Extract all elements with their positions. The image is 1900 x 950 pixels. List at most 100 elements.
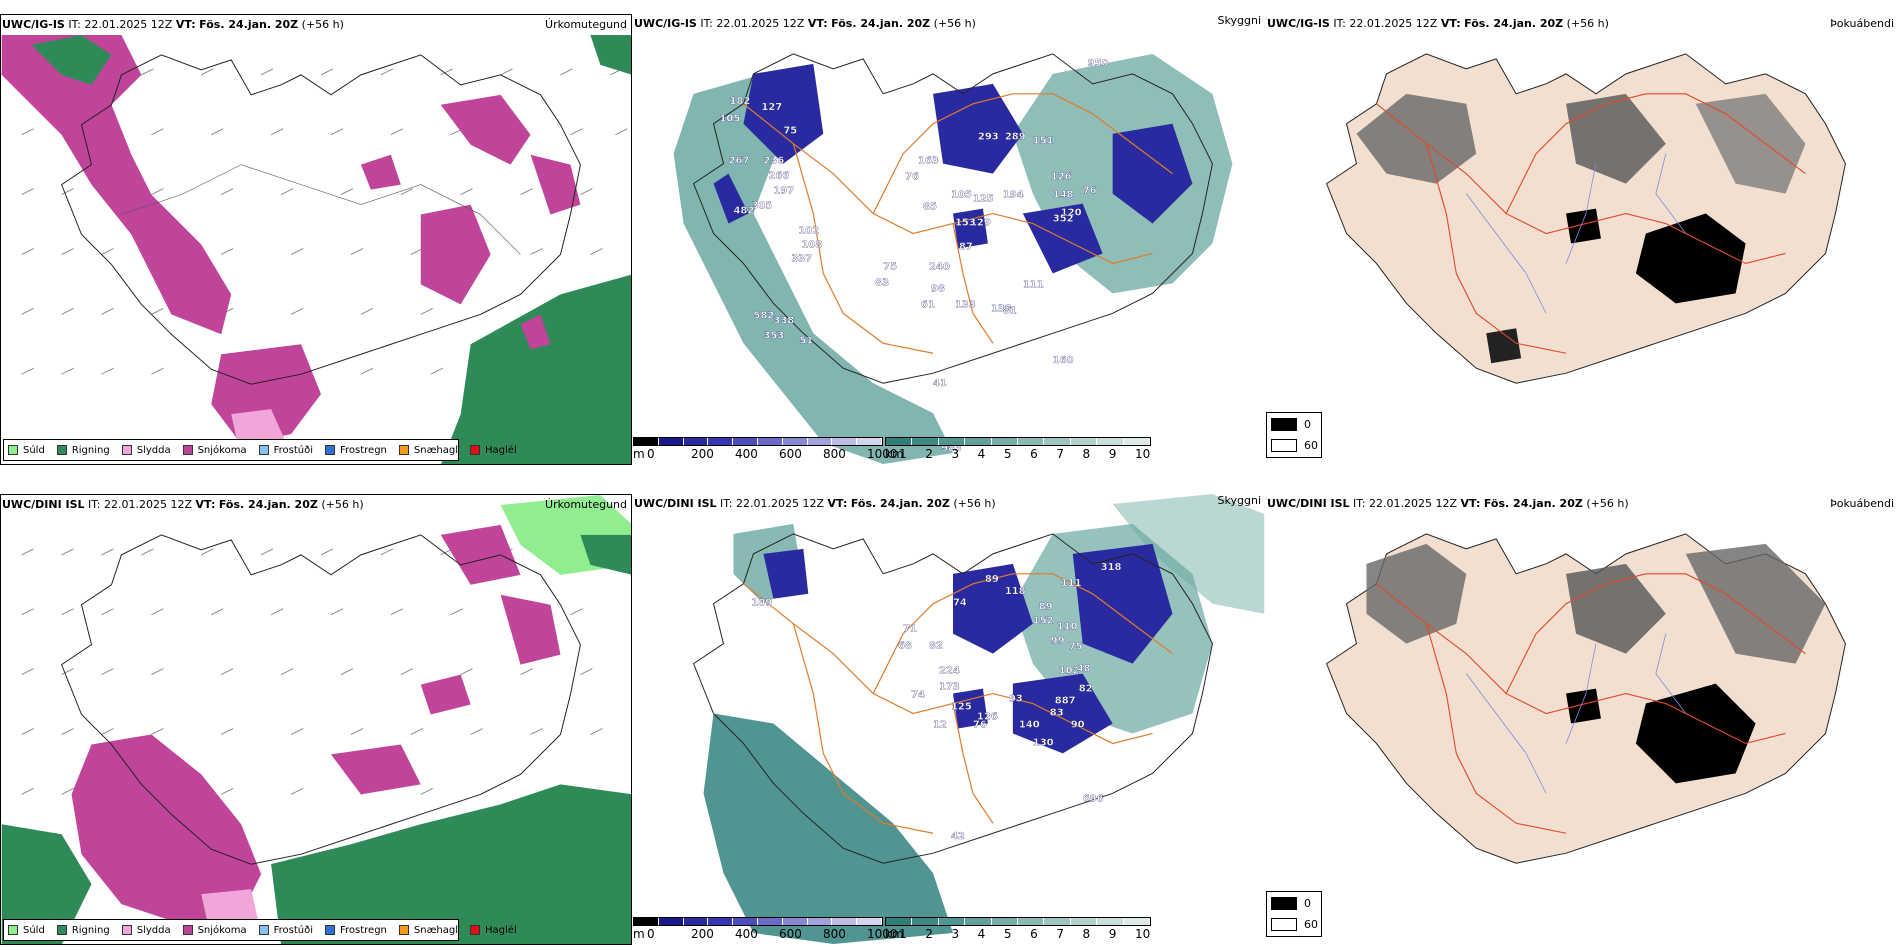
visibility-map [633,14,1265,464]
legend-item: Súld [8,925,45,936]
river-network [1465,153,1687,314]
legend-swatch [258,445,269,455]
legend-swatch [398,445,409,455]
road-network [743,573,1173,834]
colorbar-tick: 2 [925,447,933,461]
legend-item: Haglél [470,925,517,936]
colorbar-unit: m [633,927,645,941]
colorbar-segment [938,438,966,445]
visibility-km-colorbar: km 1 2 3 4 5 6 7 8 9 10 [885,917,1151,941]
panel-title: Þokuábendi [1830,497,1894,510]
colorbar-tick: 2 [925,927,933,941]
legend-swatch [121,445,132,455]
legend-swatch [325,445,335,455]
colorbar-tick: 400 [735,447,758,461]
panel-header: UWC/DINI ISL IT: 22.01.2025 12Z VT: Fös.… [2,498,364,511]
panel-title: Skyggni [1217,494,1261,507]
visibility-map [633,494,1265,944]
legend-item: Slydda [121,445,171,456]
colorbar-segment [1097,918,1124,925]
colorbar-tick: 6 [1030,447,1038,461]
legend-item: Haglél [470,445,517,456]
legend-swatch [470,445,481,455]
colorbar-tick: 1000 [867,927,898,941]
panel-header: UWC/IG-IS IT: 22.01.2025 12Z VT: Fös. 24… [2,18,344,31]
fog-legend-label: 0 [1304,897,1311,910]
colorbar-segment [634,438,659,445]
colorbar-segment [886,918,913,925]
colorbar-tick: 5 [1003,927,1012,941]
colorbar-segment [782,918,808,925]
precip-legend: Súld Rigning Slydda Snjókoma Frostúði Fr… [3,439,517,461]
colorbar-unit: km [885,447,904,461]
colorbar-segment [1070,918,1098,925]
fog-legend-label: 60 [1304,918,1318,931]
colorbar-tick: 6 [1030,927,1038,941]
colorbar-segment [757,438,783,445]
colorbar-segment [912,438,939,445]
road-network [1376,573,1806,834]
visibility-km-colorbar: km 1 2 3 4 5 6 7 8 9 10 [885,437,1151,461]
colorbar-segment [634,918,659,925]
colorbar-segment [1123,918,1151,925]
colorbar-segment [1018,918,1045,925]
precip-type-map [1,15,631,464]
legend-swatch [56,445,67,455]
legend-swatch [121,925,132,935]
colorbar-tick: 5 [1003,447,1012,461]
colorbar-tick: 1 [899,927,907,941]
colorbar-tick: 4 [977,447,986,461]
precip-type-panel-row1: UWC/IG-IS IT: 22.01.2025 12Z VT: Fös. 24… [0,14,632,465]
colorbar-unit: m [633,447,645,461]
panel-header: UWC/DINI ISL IT: 22.01.2025 12Z VT: Fös.… [634,497,996,510]
legend-item: Frostregn [325,445,387,456]
colorbar-tick: 600 [779,927,802,941]
fog-legend-label: 0 [1304,418,1311,431]
road-network [743,93,1173,354]
colorbar-segment [1123,438,1151,445]
panel-title: Þokuábendi [1830,17,1894,30]
colorbar-segment [658,438,684,445]
colorbar-segment [1044,438,1071,445]
legend-swatch [8,925,18,935]
colorbar-segment [965,918,992,925]
colorbar-segment [1018,438,1045,445]
colorbar-tick: 0 [647,447,655,461]
colorbar-tick: 8 [1082,447,1091,461]
colorbar-tick: 10 [1135,927,1151,941]
colorbar-segment [1097,438,1124,445]
legend-item: Slydda [121,925,171,936]
colorbar-segment [658,918,684,925]
legend-item: Snjókoma [182,925,247,936]
colorbar-segment [886,438,913,445]
fog-legend-swatch [1271,418,1297,431]
visibility-panel-row1: UWC/IG-IS IT: 22.01.2025 12Z VT: Fös. 24… [633,14,1265,465]
panel-title: Úrkomutegund [545,498,627,511]
colorbar-segment [1070,438,1098,445]
colorbar-unit: km [885,927,904,941]
colorbar-segment [757,918,783,925]
colorbar-segment [1044,918,1071,925]
legend-swatch [470,925,481,935]
colorbar-segment [938,918,966,925]
colorbar-segment [832,918,858,925]
colorbar-segment [807,918,833,925]
colorbar-tick: 600 [779,447,802,461]
visibility-panel-row2: UWC/DINI ISL IT: 22.01.2025 12Z VT: Fös.… [633,494,1265,945]
colorbar-segment [807,438,833,445]
panel-header: UWC/IG-IS IT: 22.01.2025 12Z VT: Fös. 24… [634,17,976,30]
visibility-m-colorbar: m 0 200 400 600 800 1000 [633,437,898,461]
legend-item: Snæhagl [398,445,458,456]
fog-legend-label: 60 [1304,439,1318,452]
legend-item: Rigning [56,925,110,936]
colorbar-segment [912,918,939,925]
road-network [1376,93,1806,354]
legend-swatch [56,925,67,935]
colorbar-segment [683,918,709,925]
precip-type-map [1,495,631,944]
legend-item: Snæhagl [398,925,458,936]
colorbar-segment [991,918,1019,925]
legend-item: Snjókoma [182,445,247,456]
legend-item: Frostúði [258,925,313,936]
fog-indicator-map [1266,14,1898,464]
